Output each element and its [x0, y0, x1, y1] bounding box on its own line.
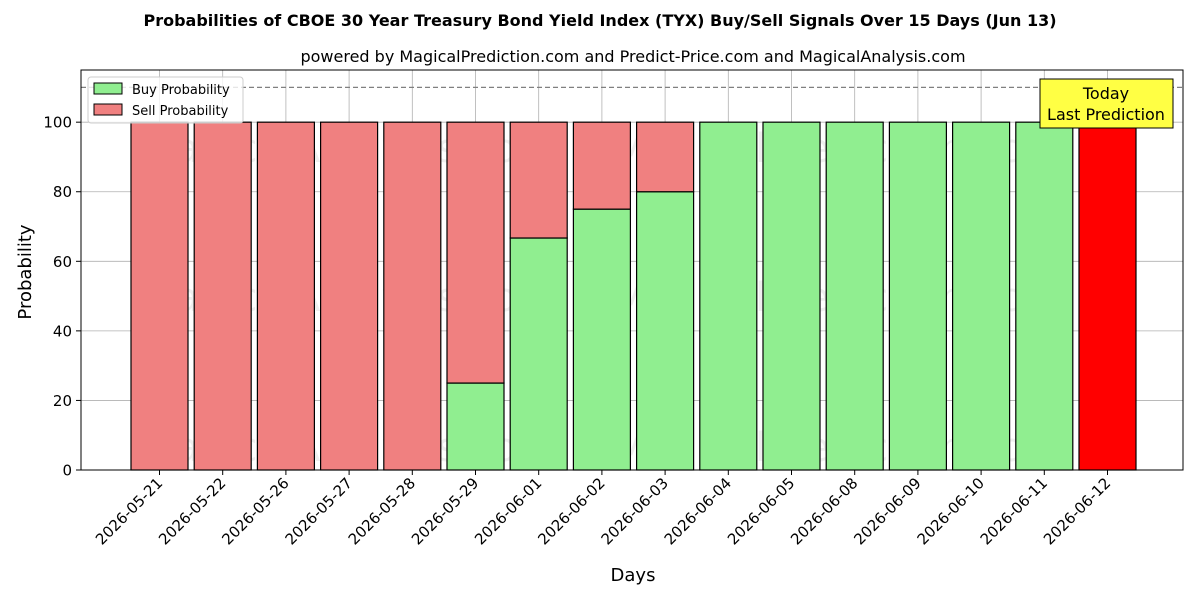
bar-sell — [320, 121, 379, 471]
bar-buy — [825, 121, 884, 471]
bar-buy — [1015, 121, 1074, 471]
y-tick-label: 60 — [53, 253, 72, 271]
bar-sell — [635, 121, 695, 193]
bar-sell — [256, 121, 315, 471]
x-axis: 2026-05-212026-05-222026-05-262026-05-27… — [92, 470, 1114, 548]
legend-label-buy: Buy Probability — [132, 83, 230, 98]
bar-sell — [1078, 121, 1137, 471]
x-tick-label: 2026-06-11 — [977, 474, 1051, 548]
bar-buy — [888, 121, 948, 471]
x-tick-label: 2026-06-12 — [1040, 474, 1114, 548]
x-tick-label: 2026-05-28 — [345, 474, 419, 548]
legend-swatch-sell — [93, 103, 123, 116]
x-tick-label: 2026-06-02 — [534, 474, 608, 548]
bar-sell — [572, 121, 632, 210]
bar-sell — [509, 121, 568, 239]
legend: Buy Probability Sell Probability — [87, 76, 244, 124]
bar-buy — [762, 121, 821, 471]
bar-buy — [699, 121, 758, 471]
y-tick-label: 80 — [53, 183, 72, 201]
y-tick-label: 100 — [43, 114, 72, 132]
x-tick-label: 2026-05-21 — [92, 474, 166, 548]
x-tick-label: 2026-06-03 — [598, 474, 672, 548]
x-tick-label: 2026-05-22 — [155, 474, 229, 548]
bar-buy — [635, 191, 695, 471]
bar-buy — [446, 382, 505, 471]
chart-title: Probabilities of CBOE 30 Year Treasury B… — [143, 11, 1056, 30]
x-tick-label: 2026-06-08 — [787, 474, 861, 548]
bar-sell — [446, 121, 505, 384]
annotation-line-today: Today — [1082, 84, 1129, 103]
x-axis-label: Days — [611, 565, 656, 586]
chart-subtitle: powered by MagicalPrediction.com and Pre… — [300, 47, 965, 66]
plot-frame — [80, 69, 1184, 471]
x-tick-label: 2026-06-10 — [914, 474, 988, 548]
annotation-line-last-prediction: Last Prediction — [1047, 105, 1165, 124]
y-axis: 0 20 40 60 80 100 — [43, 114, 81, 480]
y-tick-label: 20 — [53, 392, 72, 410]
y-tick-label: 0 — [62, 462, 72, 480]
legend-label-sell: Sell Probability — [132, 104, 229, 119]
bar-buy — [509, 237, 568, 471]
bar-buy — [951, 121, 1011, 471]
legend-swatch-buy — [93, 82, 123, 95]
x-tick-label: 2026-06-01 — [471, 474, 545, 548]
y-tick-label: 40 — [53, 322, 72, 340]
x-tick-label: 2026-06-05 — [724, 474, 798, 548]
bar-sell — [383, 121, 442, 471]
x-tick-label: 2026-05-27 — [282, 474, 356, 548]
x-tick-label: 2026-06-09 — [850, 474, 924, 548]
x-tick-label: 2026-05-26 — [218, 474, 292, 548]
bar-buy — [572, 208, 632, 471]
y-axis-label: Probability — [15, 224, 36, 319]
bars — [130, 121, 1137, 471]
x-tick-label: 2026-05-29 — [408, 474, 482, 548]
bar-sell — [193, 121, 252, 471]
legend-box — [87, 76, 244, 124]
annotation-box — [1039, 78, 1174, 129]
bar-sell — [130, 121, 189, 471]
today-annotation: Today Last Prediction — [1039, 78, 1174, 129]
x-tick-label: 2026-06-04 — [661, 474, 735, 548]
